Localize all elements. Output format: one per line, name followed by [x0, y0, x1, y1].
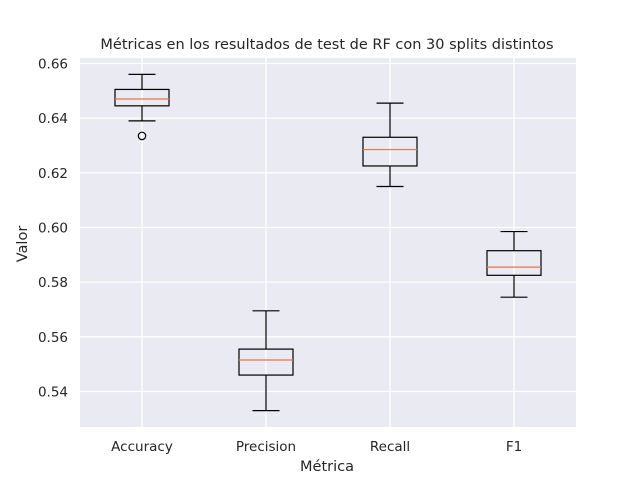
box-body [238, 348, 294, 376]
plot-area: 0.54 0.56 0.58 0.60 0.62 0.64 0.66 Accuracy Prec… [38, 56, 576, 455]
y-axis-label: Valor [15, 226, 31, 263]
y-tick-label: 0.56 [38, 330, 68, 346]
chart-title: Métricas en los resultados de test de RF… [100, 37, 553, 53]
y-tick-label: 0.54 [38, 384, 68, 400]
y-tick-label: 0.62 [38, 166, 68, 182]
x-tick-label: Precision [236, 439, 296, 455]
box-body [362, 136, 418, 167]
x-tick-label: Accuracy [111, 439, 173, 455]
box-body [486, 250, 542, 276]
x-tick-label: F1 [506, 439, 522, 455]
y-tick-label: 0.58 [38, 275, 68, 291]
plot-background [80, 58, 576, 427]
x-tick-label: Recall [370, 439, 410, 455]
y-tick-label: 0.66 [38, 56, 68, 72]
box-body [114, 88, 170, 107]
y-tick-label: 0.60 [38, 220, 68, 236]
y-tick-label: 0.64 [38, 111, 68, 127]
x-axis-label: Métrica [300, 459, 354, 475]
outlier-point [137, 131, 147, 141]
